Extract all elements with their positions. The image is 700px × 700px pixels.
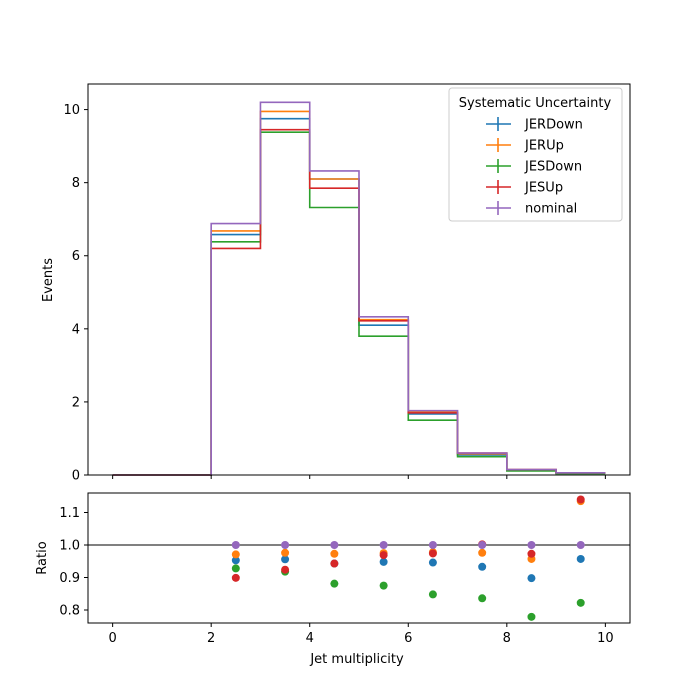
bottom-ylabel: Ratio <box>35 541 50 574</box>
top-series-group <box>112 101 606 476</box>
ratio-point-nominal <box>231 541 240 549</box>
xtick-label: 10 <box>597 631 614 646</box>
top-panel: 0 2 4 6 8 10 Events <box>41 83 631 484</box>
bottom-ytick-label: 1.0 <box>59 539 80 554</box>
ratio-point-jesdown <box>379 581 388 590</box>
top-ytick-label: 8 <box>72 176 80 191</box>
ratio-point-jerdown <box>428 558 437 567</box>
legend-entry-nominal: nominal <box>525 202 577 217</box>
bottom-series-group <box>231 495 585 621</box>
ratio-point-jesup <box>281 565 290 574</box>
ratio-point-jesdown <box>478 594 487 603</box>
bottom-ticks: 0 2 4 6 8 10 0.8 0.9 1.0 1.1 <box>59 506 613 646</box>
xtick-label: 6 <box>404 631 412 646</box>
step-line-nominal <box>112 101 606 476</box>
ratio-point-jesdown <box>231 564 240 573</box>
top-axes-frame <box>87 83 631 476</box>
ratio-point-jerdown <box>576 554 585 563</box>
bottom-ytick-label: 0.8 <box>59 604 80 619</box>
legend-entry-jerup: JERUp <box>524 139 564 154</box>
ratio-point-nominal <box>330 541 339 549</box>
ratio-point-jerdown <box>379 557 388 566</box>
legend: Systematic Uncertainty JERDown JERUp JESDo… <box>448 87 623 222</box>
legend-title: Systematic Uncertainty <box>459 96 612 111</box>
ratio-point-jerup <box>478 548 487 557</box>
ratio-point-jesup <box>231 573 240 582</box>
xtick-label: 0 <box>108 631 116 646</box>
ratio-point-jerdown <box>478 562 487 571</box>
ratio-point-jerup <box>330 549 339 558</box>
legend-entry-jesdown: JESDown <box>524 160 582 175</box>
ratio-point-nominal <box>428 541 437 549</box>
ratio-point-jesup <box>330 559 339 568</box>
ratio-point-nominal <box>281 541 290 549</box>
ratio-point-nominal <box>576 541 585 549</box>
ratio-point-jesup <box>379 551 388 560</box>
top-ytick-label: 6 <box>72 249 80 264</box>
ratio-point-jerup <box>231 550 240 559</box>
xlabel: Jet multiplicity <box>309 652 404 667</box>
bottom-ytick-label: 0.9 <box>59 571 80 586</box>
legend-items: JERDown JERUp JESDown JESUp nominal <box>486 117 583 217</box>
ratio-point-jesdown <box>330 579 339 588</box>
ratio-point-jerdown <box>527 574 536 583</box>
ratio-point-jerdown <box>281 555 290 564</box>
bottom-panel: 0 2 4 6 8 10 0.8 0.9 1.0 1.1 Ratio Jet multiplici… <box>35 492 631 667</box>
ratio-point-nominal <box>478 541 487 549</box>
xtick-label: 4 <box>306 631 314 646</box>
bottom-ytick-label: 1.1 <box>59 506 80 521</box>
ratio-point-jesdown <box>428 590 437 599</box>
legend-entry-jerdown: JERDown <box>524 118 583 133</box>
ratio-point-jesup <box>527 549 536 558</box>
ratio-point-nominal <box>379 541 388 549</box>
ratio-point-jerup <box>281 548 290 557</box>
top-ytick-label: 0 <box>72 469 80 484</box>
xtick-label: 2 <box>207 631 215 646</box>
ratio-point-jesup <box>576 495 585 504</box>
top-ytick-label: 2 <box>72 395 80 410</box>
top-ytick-label: 10 <box>63 103 80 118</box>
ratio-point-jerdown <box>231 556 240 565</box>
ratio-point-jesdown <box>576 598 585 607</box>
legend-entry-jesup: JESUp <box>524 181 563 196</box>
top-ylabel: Events <box>41 258 56 302</box>
top-ytick-label: 4 <box>72 322 80 337</box>
ratio-point-jesup <box>428 549 437 558</box>
bottom-axes-frame <box>87 492 631 624</box>
top-ticks: 0 2 4 6 8 10 <box>63 103 606 484</box>
ratio-point-jesdown <box>527 612 536 621</box>
xtick-label: 8 <box>503 631 511 646</box>
ratio-point-nominal <box>527 541 536 549</box>
